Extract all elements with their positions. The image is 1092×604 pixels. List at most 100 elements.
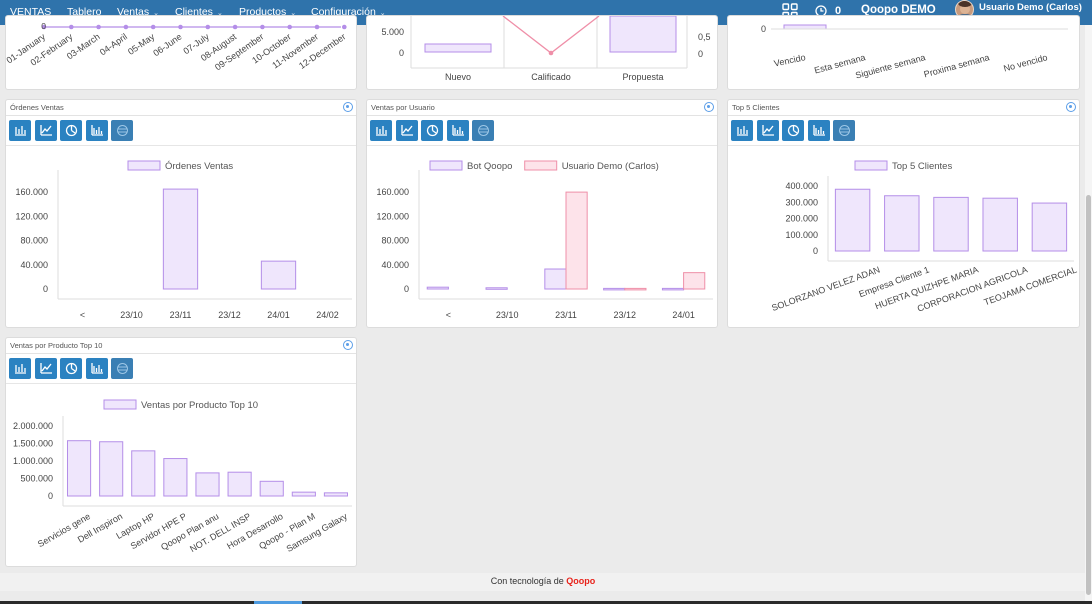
line-chart-button[interactable] [34, 120, 57, 141]
line-chart-button[interactable] [34, 358, 57, 379]
bar[interactable] [195, 472, 220, 497]
line-chart-button[interactable] [395, 120, 418, 141]
line-point[interactable] [260, 24, 265, 30]
scrollbar-thumb[interactable] [1086, 195, 1091, 595]
company-name[interactable]: Qoopo DEMO [861, 4, 936, 16]
line-point[interactable] [548, 50, 554, 56]
activity-counter[interactable]: 0 [835, 5, 842, 17]
bar[interactable] [66, 440, 92, 497]
y-tick-label: 1.500.000 [13, 439, 53, 449]
column-chart-button[interactable] [807, 120, 830, 141]
x-tick-label: 23/12 [218, 310, 241, 320]
x-tick-label: 23/11 [170, 310, 192, 320]
line-point[interactable] [205, 24, 211, 30]
table-button[interactable] [111, 120, 133, 141]
table-button[interactable] [833, 120, 855, 141]
y-tick-zero: 0 [41, 21, 46, 31]
bar[interactable] [131, 450, 156, 497]
legend-label[interactable]: Bot Qoopo [467, 161, 512, 172]
column-chart-button[interactable] [446, 120, 469, 141]
x-tick-label: 23/10 [496, 310, 519, 320]
pie-chart-button[interactable] [421, 120, 443, 141]
legend-label[interactable]: Usuario Demo (Carlos) [562, 161, 659, 172]
legend-swatch[interactable] [854, 160, 888, 171]
bar[interactable] [426, 286, 449, 290]
line-point[interactable] [232, 24, 238, 30]
bar[interactable] [982, 197, 1018, 252]
pie-chart-button[interactable] [60, 120, 82, 141]
pie-chart-button[interactable] [782, 120, 804, 141]
vertical-scrollbar[interactable] [1085, 25, 1092, 604]
bar[interactable] [603, 287, 626, 291]
column-chart-button[interactable] [85, 358, 108, 379]
pie-chart-icon [787, 124, 800, 137]
line-point[interactable] [69, 24, 74, 30]
line-point[interactable] [150, 24, 156, 30]
settings-icon[interactable] [343, 102, 353, 112]
legend-swatch[interactable] [103, 399, 137, 410]
settings-icon[interactable] [1066, 102, 1076, 112]
bar[interactable] [485, 287, 508, 290]
bar-chart-button[interactable] [9, 358, 31, 379]
x-tick-label: 23/11 [555, 310, 577, 320]
settings-icon[interactable] [704, 102, 714, 112]
bar-vencido[interactable] [783, 24, 827, 30]
bar-propuesta[interactable] [609, 16, 677, 53]
footer-brand-link[interactable]: Qoopo [566, 576, 596, 586]
bar[interactable] [162, 188, 199, 290]
line-point[interactable] [41, 24, 47, 30]
pie-chart-button[interactable] [60, 358, 82, 379]
legend-label[interactable]: Top 5 Clientes [892, 161, 952, 172]
panel-title: Top 5 Clientes [732, 103, 780, 112]
bar[interactable] [544, 268, 567, 290]
bar[interactable] [259, 480, 284, 497]
legend-swatch[interactable] [127, 160, 161, 171]
bar[interactable] [683, 272, 706, 290]
bar[interactable] [291, 491, 316, 497]
bar[interactable] [933, 196, 969, 252]
bar-chart-icon [737, 126, 748, 136]
bar-chart-button[interactable] [370, 120, 392, 141]
bar[interactable] [661, 287, 685, 291]
bar[interactable] [260, 260, 297, 290]
legend-label[interactable]: Órdenes Ventas [165, 161, 233, 172]
line-point[interactable] [287, 24, 293, 30]
bar[interactable] [1031, 202, 1068, 252]
bar[interactable] [884, 195, 920, 252]
bar[interactable] [565, 191, 588, 290]
y-tick-label: 0 [48, 491, 53, 501]
chart-ventas-por-usuario: Bot Qoopo Usuario Demo (Carlos) 160.000 120… [376, 160, 713, 320]
x-label: Calificado [531, 72, 571, 82]
x-label: Vencido [773, 52, 806, 68]
line-point[interactable] [342, 24, 347, 30]
bar-nuevo[interactable] [424, 43, 492, 53]
chart-ordenes-ventas: Órdenes Ventas 160.000 120.000 80.000 40.000… [15, 160, 352, 320]
x-tick-label: 24/01 [267, 310, 290, 320]
line-point[interactable] [96, 24, 101, 30]
bar-chart-button[interactable] [731, 120, 753, 141]
y-tick-label: 80.000 [20, 236, 48, 246]
line-point[interactable] [178, 24, 183, 30]
bar[interactable] [227, 471, 252, 497]
column-chart-button[interactable] [85, 120, 108, 141]
line-point[interactable] [314, 24, 320, 30]
y-tick: 5.000 [381, 27, 404, 37]
bar[interactable] [323, 492, 349, 497]
panel-ordenes-ventas: Órdenes Ventas Órdenes Ventas 160.000 120.… [5, 99, 357, 328]
settings-icon[interactable] [343, 340, 353, 350]
user-menu[interactable]: Usuario Demo (Carlos) [979, 2, 1082, 13]
legend-label[interactable]: Ventas por Producto Top 10 [141, 400, 258, 411]
bar[interactable] [834, 188, 871, 252]
table-button[interactable] [111, 358, 133, 379]
table-icon [117, 125, 128, 136]
legend-swatch[interactable] [429, 160, 463, 171]
legend-swatch[interactable] [524, 160, 558, 171]
bar[interactable] [99, 441, 124, 497]
line-point[interactable] [123, 24, 129, 30]
y-tick: 0 [399, 48, 404, 58]
table-button[interactable] [472, 120, 494, 141]
bar-chart-button[interactable] [9, 120, 31, 141]
bar[interactable] [163, 458, 188, 497]
bar[interactable] [624, 287, 647, 291]
line-chart-button[interactable] [756, 120, 779, 141]
